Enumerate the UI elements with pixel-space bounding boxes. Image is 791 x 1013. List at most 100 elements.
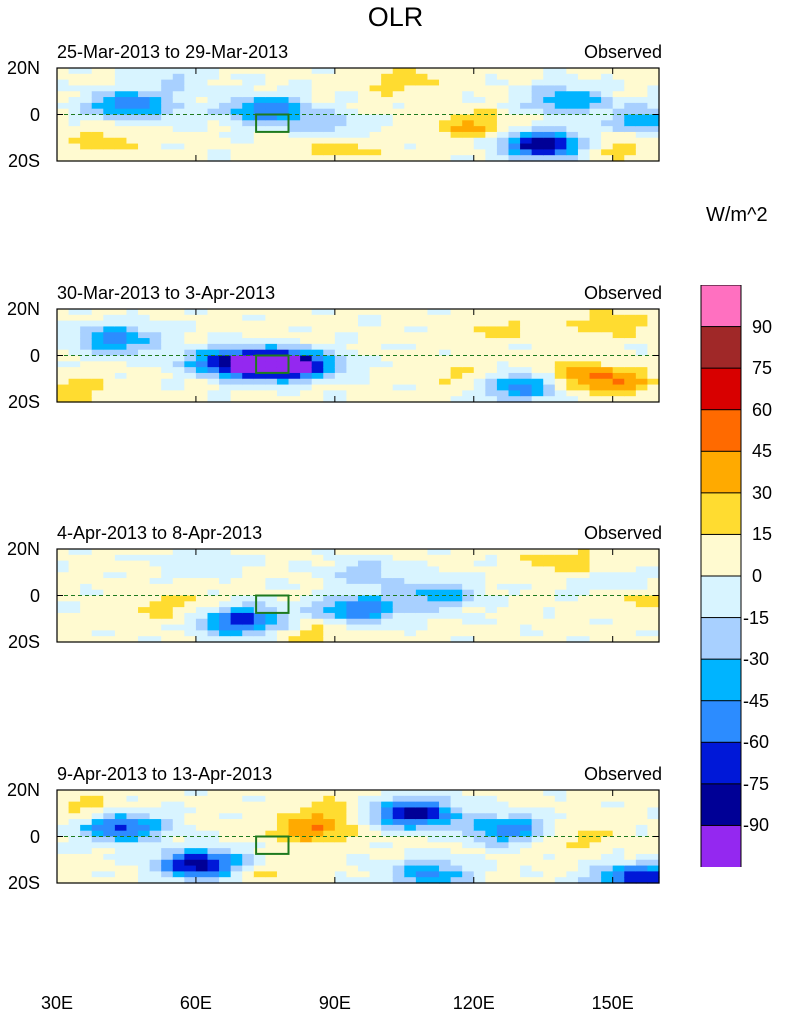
olr-cell: [230, 824, 243, 832]
olr-cell: [392, 332, 405, 339]
olr-cell: [589, 309, 602, 316]
olr-cell: [358, 836, 371, 843]
olr-cell: [369, 807, 382, 814]
olr-cell: [230, 790, 243, 797]
olr-cell: [496, 595, 510, 602]
olr-cell: [230, 830, 243, 838]
olr-cell: [103, 853, 116, 861]
olr-cell: [624, 155, 637, 162]
olr-cell: [138, 836, 151, 843]
olr-cell: [381, 137, 394, 145]
olr-cell: [415, 830, 429, 838]
olr-cell: [485, 384, 498, 391]
olr-cell: [647, 149, 660, 156]
olr-cell: [91, 137, 104, 145]
olr-cell: [323, 131, 336, 139]
olr-cell: [91, 73, 104, 81]
olr-cell: [554, 630, 567, 637]
olr-cell: [404, 396, 417, 403]
olr-cell: [184, 578, 197, 585]
olr-cell: [415, 877, 429, 884]
olr-cell: [496, 560, 510, 568]
olr-cell: [543, 549, 556, 556]
olr-cell: [103, 73, 116, 81]
olr-cell: [288, 155, 301, 162]
olr-cell: [184, 367, 197, 374]
olr-cell: [612, 343, 625, 351]
olr-cell: [195, 824, 209, 832]
olr-cell: [601, 624, 614, 631]
olr-cell: [57, 636, 70, 643]
olr-cell: [230, 819, 243, 826]
olr-cell: [589, 578, 602, 585]
olr-cell: [149, 636, 162, 643]
olr-cell: [439, 126, 452, 133]
olr-cell: [207, 824, 220, 832]
olr-cell: [635, 795, 649, 803]
olr-cell: [172, 607, 185, 614]
olr-cell: [589, 143, 602, 150]
olr-cell: [57, 583, 70, 591]
olr-cell: [496, 91, 510, 98]
olr-cell: [207, 332, 220, 339]
olr-cell: [496, 68, 510, 75]
olr-cell: [520, 309, 533, 316]
olr-cell: [276, 355, 290, 362]
olr-cell: [427, 372, 440, 380]
olr-cell: [161, 801, 174, 809]
olr-cell: [520, 624, 533, 631]
olr-cell: [80, 97, 93, 104]
olr-cell: [149, 607, 162, 614]
olr-cell: [439, 372, 452, 380]
olr-cell: [91, 120, 104, 127]
olr-cell: [531, 114, 544, 121]
olr-cell: [80, 338, 93, 345]
olr-cell: [589, 102, 602, 110]
olr-cell: [485, 97, 498, 104]
olr-cell: [207, 636, 220, 643]
olr-cell: [427, 343, 440, 351]
olr-cell: [149, 114, 162, 121]
olr-cell: [184, 795, 197, 803]
olr-cell: [346, 813, 359, 820]
olr-cell: [253, 120, 266, 127]
olr-cell: [462, 68, 475, 75]
olr-cell: [508, 343, 521, 351]
olr-cell: [601, 338, 614, 345]
olr-cell: [334, 607, 348, 614]
olr-cell: [300, 102, 313, 110]
olr-cell: [114, 355, 128, 362]
colorbar-label: -45: [743, 690, 770, 711]
olr-cell: [531, 853, 544, 861]
olr-cell: [57, 332, 70, 339]
olr-cell: [635, 131, 649, 139]
olr-cell: [508, 853, 521, 861]
olr-cell: [531, 309, 544, 316]
olr-cell: [624, 332, 637, 339]
olr-cell: [68, 583, 81, 591]
olr-cell: [219, 367, 232, 374]
olr-cell: [369, 848, 382, 855]
olr-cell: [473, 120, 486, 127]
olr-cell: [334, 149, 348, 156]
olr-cell: [184, 309, 197, 316]
olr-cell: [624, 338, 637, 345]
olr-cell: [161, 549, 174, 556]
olr-cell: [566, 859, 579, 867]
olr-cell: [439, 549, 452, 556]
olr-cell: [508, 859, 521, 867]
olr-cell: [566, 836, 579, 843]
olr-cell: [334, 155, 348, 162]
olr-cell: [612, 120, 625, 127]
olr-cell: [427, 612, 440, 620]
olr-cell: [404, 372, 417, 380]
olr-cell: [577, 790, 591, 797]
olr-cell: [473, 79, 486, 87]
olr-cell: [427, 114, 440, 121]
olr-cell: [554, 795, 567, 803]
olr-cell: [57, 624, 70, 631]
olr-cell: [288, 801, 301, 809]
olr-cell: [288, 343, 301, 351]
olr-cell: [172, 801, 185, 809]
olr-cell: [253, 819, 266, 826]
